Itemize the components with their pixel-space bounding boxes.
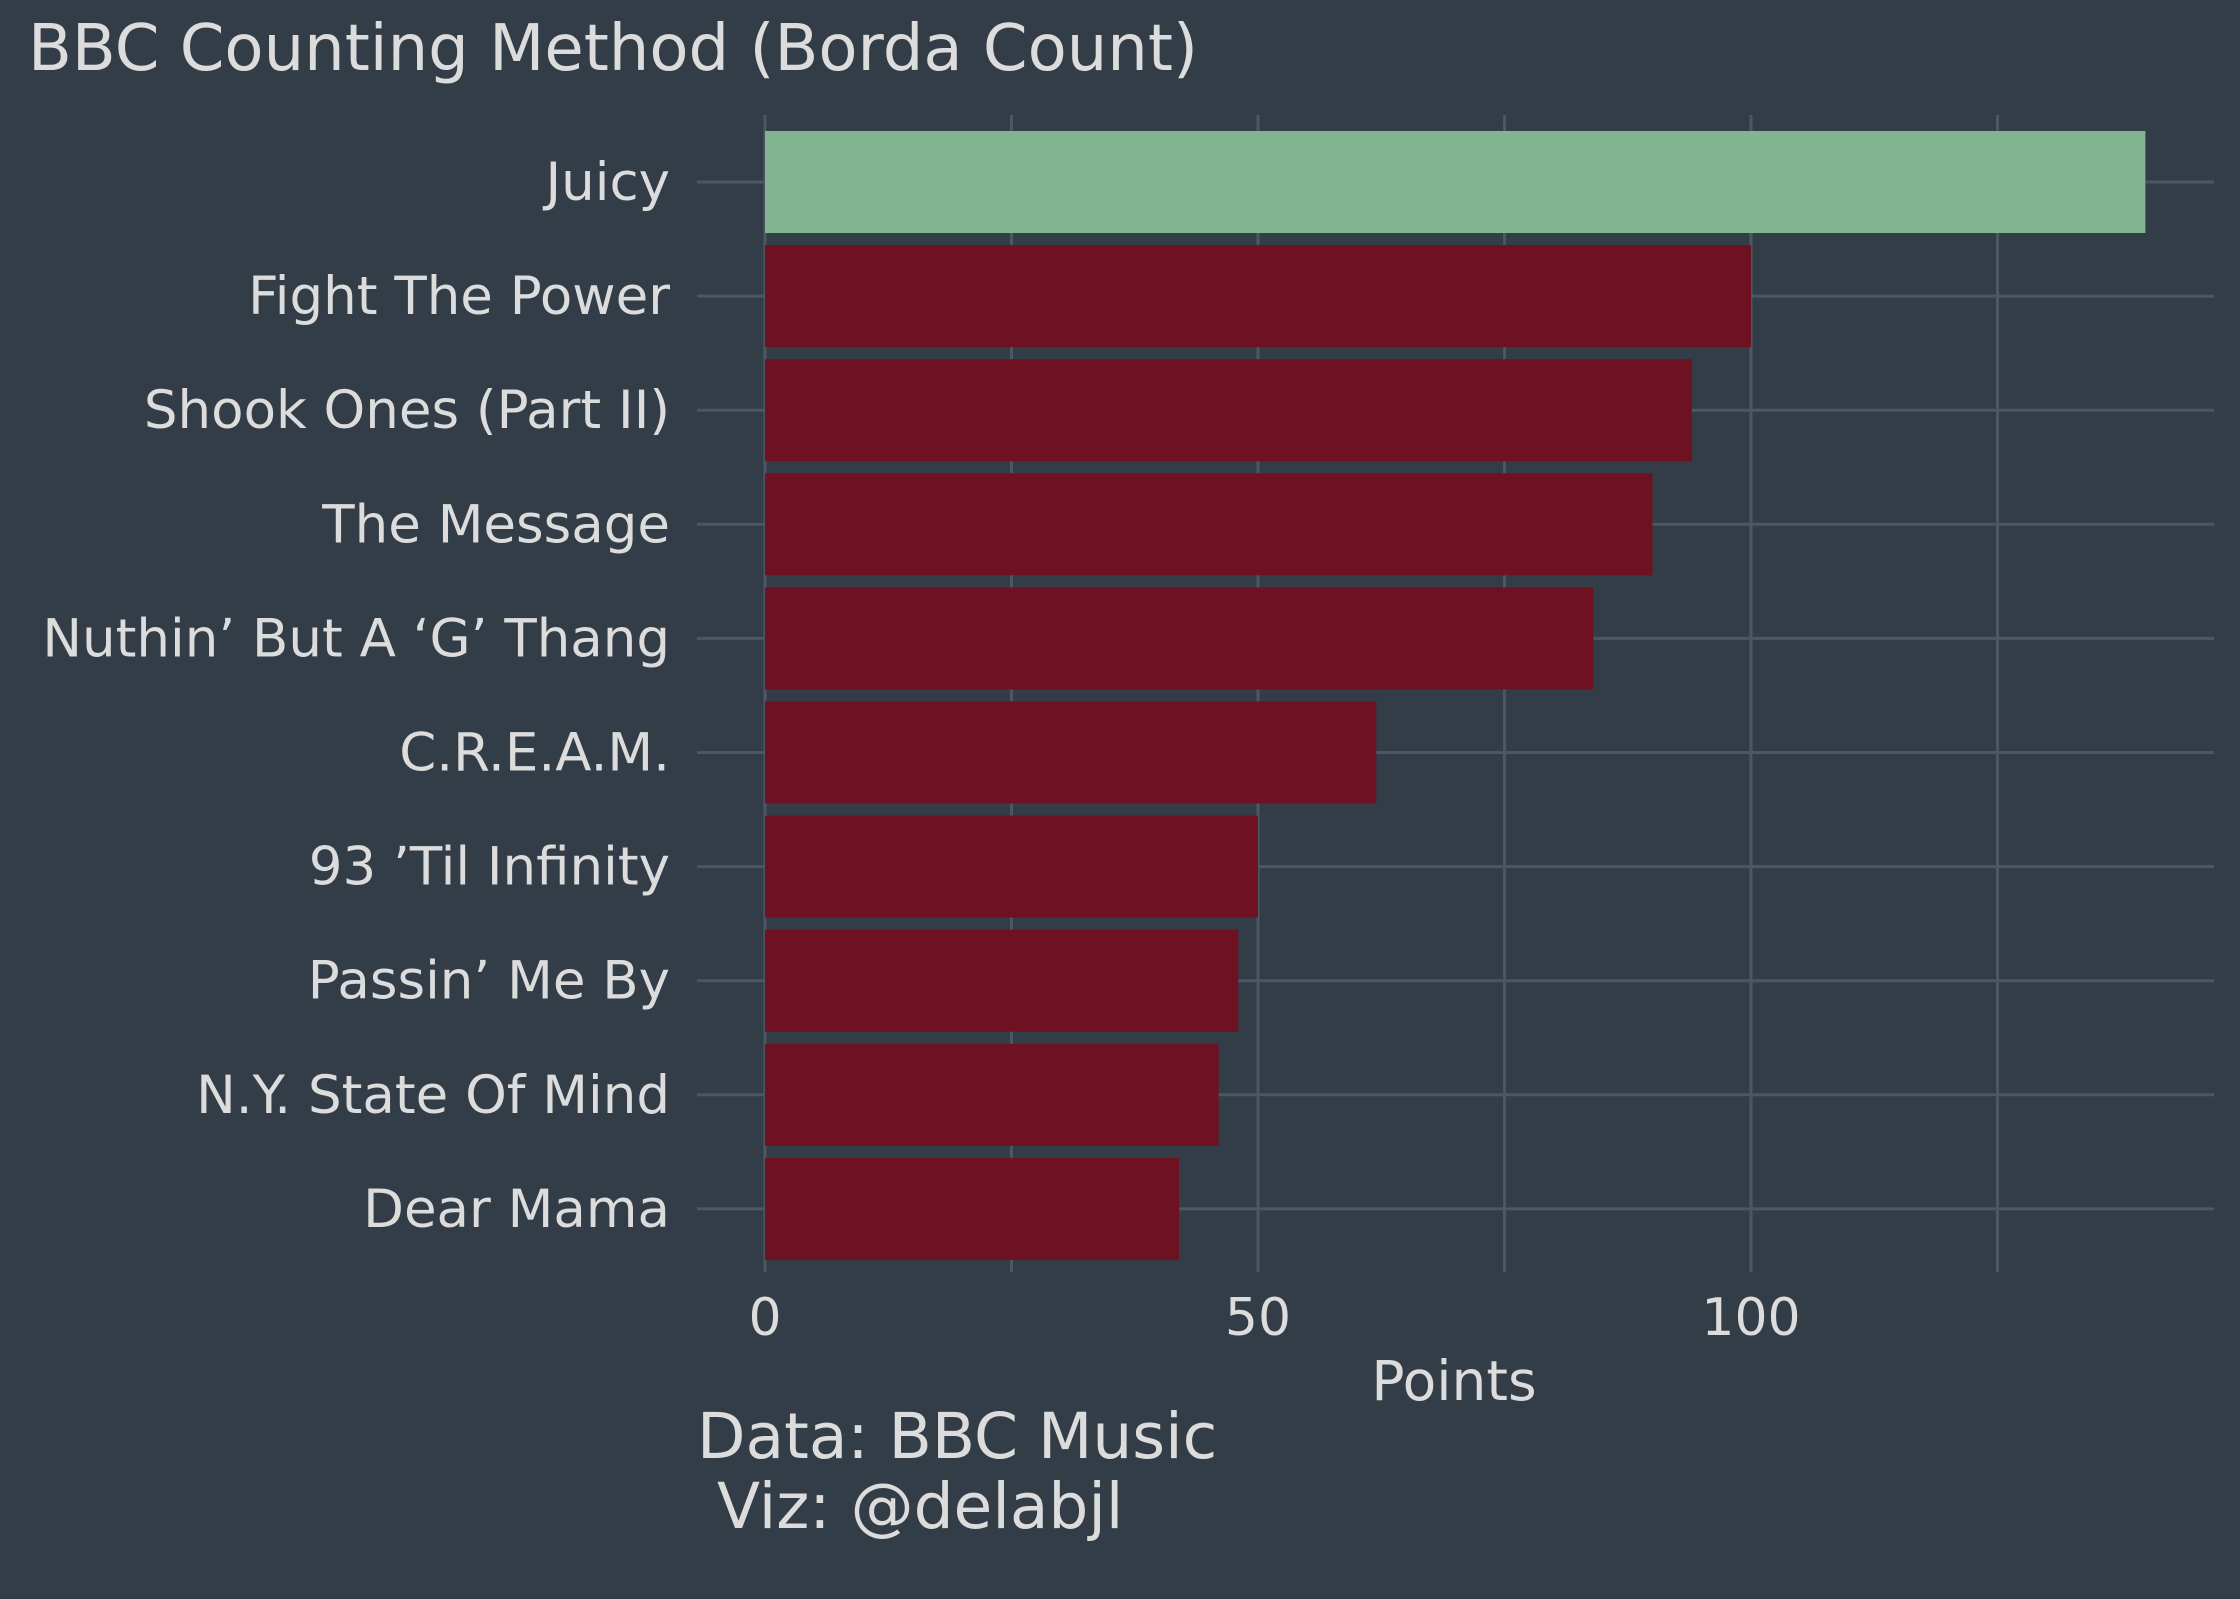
category-label: Nuthin’ But A ‘G’ Thang — [42, 608, 670, 669]
category-labels: Juicy Fight The Power Shook Ones (Part II)… — [42, 152, 670, 1240]
category-label: Fight The Power — [248, 266, 670, 327]
x-tick-label: 0 — [748, 1288, 781, 1348]
category-label: Shook Ones (Part II) — [144, 380, 670, 441]
bar — [765, 929, 1239, 1032]
bar — [765, 473, 1653, 576]
x-tick-label: 100 — [1701, 1288, 1800, 1348]
bar — [765, 587, 1594, 690]
x-tick-label: 50 — [1225, 1288, 1291, 1348]
bar — [765, 815, 1258, 918]
category-label: Juicy — [543, 152, 670, 213]
bar — [765, 131, 2146, 233]
bar — [765, 359, 1692, 462]
bar — [765, 701, 1377, 804]
x-axis-ticks: 0 50 100 — [748, 1288, 1800, 1348]
category-label: Dear Mama — [363, 1179, 670, 1240]
bars — [765, 131, 2146, 1260]
caption-viz-credit: Viz: @delabjl — [697, 1470, 1123, 1543]
category-label: 93 ’Til Infinity — [309, 837, 670, 898]
chart-title: BBC Counting Method (Borda Count) — [28, 12, 1198, 86]
category-label: C.R.E.A.M. — [399, 723, 670, 784]
bar — [765, 245, 1751, 348]
bar — [765, 1157, 1180, 1260]
bar — [765, 1043, 1219, 1146]
category-label: N.Y. State Of Mind — [196, 1065, 670, 1126]
caption-data-source: Data: BBC Music — [697, 1400, 1217, 1473]
category-label: The Message — [321, 494, 670, 555]
x-axis-title: Points — [1371, 1349, 1536, 1413]
category-label: Passin’ Me By — [308, 951, 670, 1012]
